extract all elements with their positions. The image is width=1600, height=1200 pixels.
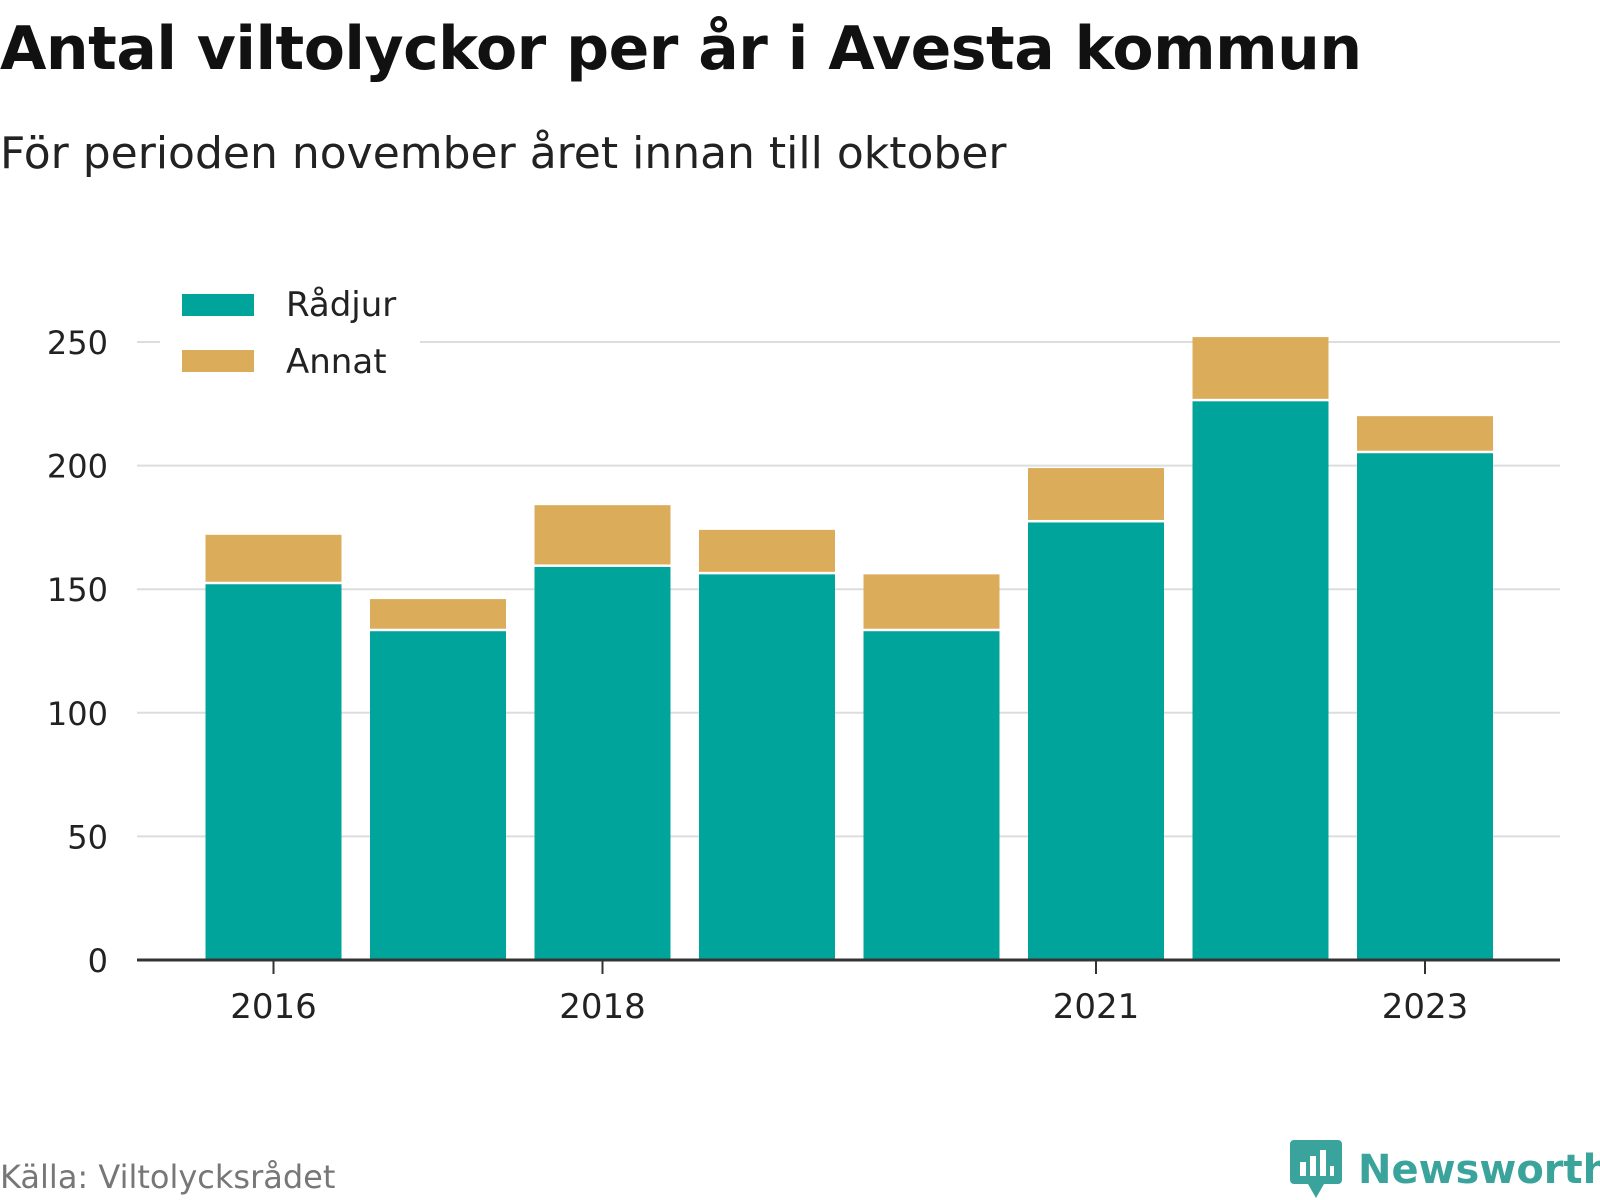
- y-tick-label-250: 250: [47, 324, 108, 362]
- y-tick-label-0: 0: [88, 942, 108, 980]
- y-tick-label-150: 150: [47, 571, 108, 609]
- bars: [205, 337, 1493, 960]
- bar-radjur-2020: [863, 631, 1000, 960]
- bar-annat-2018: [534, 505, 671, 565]
- y-tick-label-100: 100: [47, 695, 108, 733]
- bar-annat-2019: [699, 529, 835, 572]
- legend: Rådjur Annat: [160, 278, 420, 396]
- x-tick-label-2021: 2021: [1053, 987, 1140, 1027]
- bar-radjur-2021: [1028, 522, 1164, 960]
- bar-annat-2022: [1192, 337, 1329, 399]
- legend-label-radjur: Rådjur: [286, 285, 396, 325]
- bar-radjur-2017: [370, 631, 506, 960]
- brand-name: Newsworthy: [1358, 1147, 1600, 1193]
- x-tick-label-2016: 2016: [230, 987, 317, 1027]
- bar-annat-2023: [1357, 416, 1493, 451]
- bar-radjur-2022: [1192, 401, 1329, 960]
- chart-subtitle: För perioden november året innan till ok…: [0, 128, 1007, 179]
- bar-radjur-2019: [699, 574, 835, 960]
- bar-annat-2020: [863, 574, 1000, 629]
- newsworthy-logo-icon: [1290, 1140, 1342, 1198]
- axes: 0 50 100 150 200 250 2016 2018 2021 2023: [47, 324, 1560, 1027]
- bar-radjur-2023: [1357, 453, 1493, 960]
- bar-annat-2017: [370, 599, 506, 629]
- legend-swatch-radjur: [182, 294, 254, 316]
- bar-radjur-2018: [534, 566, 671, 960]
- x-tick-label-2018: 2018: [559, 987, 646, 1027]
- stacked-bar-chart: 0 50 100 150 200 250 2016 2018 2021 2023 Rådjur A…: [46, 278, 1560, 1027]
- x-tick-label-2023: 2023: [1382, 987, 1469, 1027]
- chart-title: Antal viltolyckor per år i Avesta kommun: [0, 14, 1362, 84]
- legend-label-annat: Annat: [286, 342, 387, 382]
- source-note: Källa: Viltolycksrådet: [0, 1158, 336, 1196]
- gridlines: [137, 341, 1560, 838]
- legend-swatch-annat: [182, 350, 254, 372]
- y-tick-label-200: 200: [47, 448, 108, 486]
- bar-annat-2021: [1028, 468, 1164, 520]
- bar-radjur-2016: [205, 584, 342, 960]
- bar-annat-2016: [205, 534, 342, 582]
- y-tick-label-50: 50: [67, 818, 108, 856]
- newsworthy-logo: Newsworthy: [1290, 1140, 1600, 1200]
